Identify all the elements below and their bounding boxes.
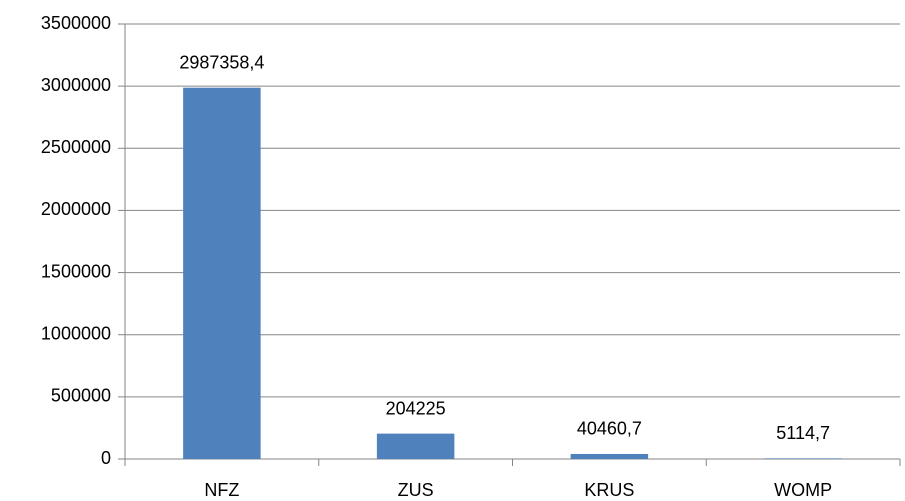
value-label: 5114,7 [776,423,830,443]
value-label: 204225 [386,398,446,418]
y-tick-label: 2500000 [41,137,111,157]
y-tick-label: 500000 [51,386,111,406]
y-tick-label: 3000000 [41,75,111,95]
x-tick-label: WOMP [774,480,832,500]
y-tick-label: 0 [101,448,111,468]
value-label: 40460,7 [577,419,642,439]
x-tick-label: ZUS [398,480,434,500]
bar [764,458,842,459]
bar [183,87,261,460]
y-tick-label: 3500000 [41,13,111,33]
bar [376,433,455,459]
y-tick-label: 1000000 [41,323,111,343]
x-tick-label: NFZ [204,480,239,500]
y-tick-label: 2000000 [41,199,111,219]
value-label: 2987358,4 [179,52,264,72]
bar [570,453,649,459]
x-tick-label: KRUS [584,480,634,500]
y-tick-label: 1500000 [41,261,111,281]
